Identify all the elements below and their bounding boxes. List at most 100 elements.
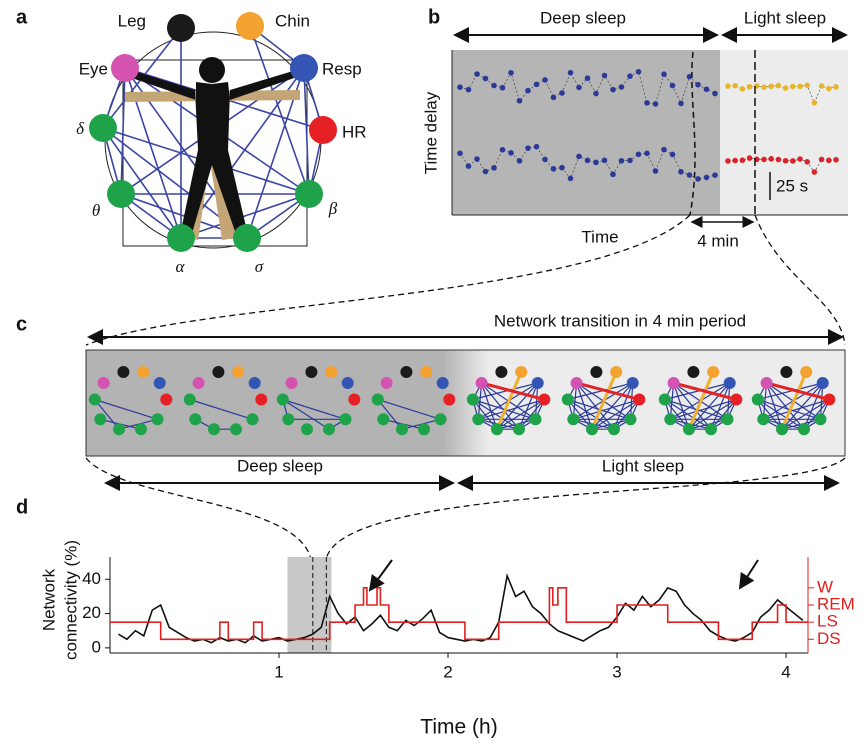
mini-edge [670, 398, 737, 420]
y2-tick-label: LS [817, 612, 838, 631]
delay-dot [601, 72, 608, 79]
delay-dot [703, 174, 710, 181]
delay-dot [826, 157, 832, 164]
delay-dot [576, 153, 582, 160]
mini-node [276, 393, 289, 406]
delay-dot [542, 77, 548, 83]
node [236, 12, 264, 40]
delay-dot [525, 87, 531, 94]
mini-edge [481, 381, 545, 401]
delay-dot [790, 83, 796, 90]
delay-dot [804, 82, 810, 89]
mini-node [443, 393, 456, 406]
mini-node [723, 377, 736, 389]
mini-edge [576, 382, 593, 430]
delay-dot [567, 175, 574, 182]
mini-node [816, 377, 829, 389]
mini-node [285, 377, 298, 389]
mini-edge [567, 382, 633, 401]
mini-edge [803, 399, 830, 430]
delay-dot [678, 169, 684, 175]
mini-node [561, 393, 574, 406]
delay-dot [712, 172, 718, 178]
mini-node [705, 423, 717, 436]
dots [457, 68, 839, 182]
mini-node [88, 393, 101, 406]
mini-node [348, 393, 361, 406]
delay-dot [593, 90, 599, 97]
delay-dot [559, 164, 565, 171]
mini-node [495, 366, 508, 378]
mini-node [94, 413, 107, 426]
delay-dot [499, 146, 506, 153]
delay-dot [661, 71, 667, 78]
mini-edge [664, 382, 730, 401]
node-label: Resp [322, 59, 362, 78]
mini-edge [377, 398, 441, 420]
mini-node [396, 423, 408, 436]
delay-dot [811, 99, 818, 106]
mini-node [137, 366, 150, 378]
mini-node [531, 377, 544, 389]
mini-node [760, 377, 773, 389]
delay-dot [833, 84, 839, 90]
delay-dot [627, 157, 633, 164]
delay-dot [761, 156, 767, 163]
panel-label: b [428, 6, 440, 28]
node-label: Chin [275, 11, 310, 30]
delay-dot [482, 75, 489, 82]
mini-node [667, 377, 680, 389]
delay-dot [533, 143, 540, 150]
mini-node [751, 393, 764, 406]
node [167, 224, 195, 252]
human-figure [124, 57, 303, 240]
mini-node [624, 413, 637, 426]
mini-edge [629, 382, 634, 420]
node-label: σ [255, 257, 264, 276]
delay-dot [782, 85, 789, 91]
mini-edge [766, 381, 830, 401]
mini-node [567, 413, 580, 426]
mini-node [814, 413, 827, 426]
mini-edge [518, 399, 545, 430]
y-tick-label: 20 [82, 603, 101, 622]
node-label: Eye [79, 59, 108, 78]
delay-dot [457, 150, 463, 157]
deep-label: Deep sleep [540, 8, 626, 27]
x-tick-label: 4 [781, 662, 790, 681]
mini-edge [613, 399, 640, 430]
mini-edge [757, 399, 783, 430]
node [89, 114, 117, 142]
delay-dot [661, 146, 667, 153]
delay-dot [811, 169, 818, 175]
mini-edge [94, 399, 120, 430]
mini-node [730, 393, 743, 406]
delay-dot [457, 84, 463, 90]
delay-dot [761, 84, 767, 90]
mini-node [798, 423, 810, 436]
mini-node [800, 366, 813, 378]
mini-node [418, 423, 430, 436]
delay-dot [686, 172, 693, 178]
delay-dot [678, 100, 684, 107]
mini-node [212, 366, 225, 378]
delay-dot [732, 157, 738, 164]
delay-dot [652, 101, 659, 107]
mini-edge [377, 399, 403, 430]
mini-edge [673, 382, 690, 430]
node [290, 54, 318, 82]
mini-node [472, 413, 485, 426]
delay-dot [491, 82, 497, 89]
delay-dot [525, 145, 531, 151]
mini-node [823, 393, 836, 406]
mini-edge [567, 399, 593, 430]
panel-c: c Network transition in 4 min period Dee… [16, 311, 846, 491]
x-tick-label: 1 [274, 662, 283, 681]
deep-label: Deep sleep [237, 456, 323, 475]
mini-node [339, 413, 352, 426]
mini-edge [688, 398, 737, 430]
edge [303, 67, 310, 195]
mini-edge [591, 398, 640, 430]
